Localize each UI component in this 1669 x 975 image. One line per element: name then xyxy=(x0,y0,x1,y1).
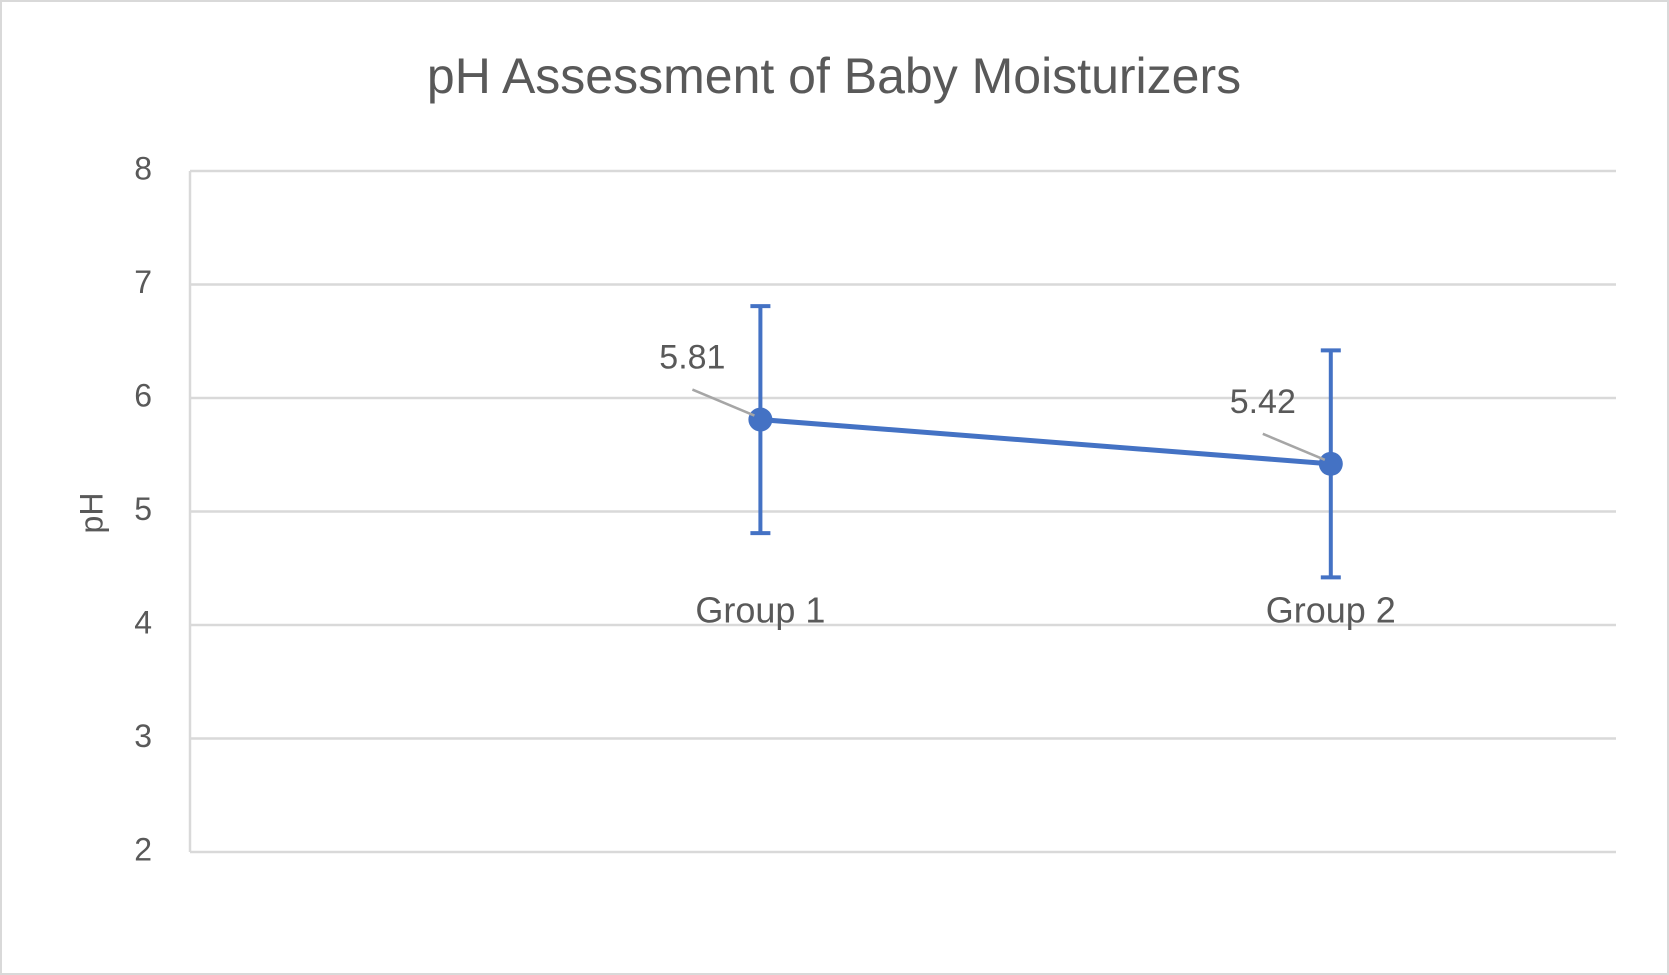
y-tick-label: 4 xyxy=(134,604,152,640)
y-tick-label: 7 xyxy=(134,264,152,300)
label-leader xyxy=(691,388,755,417)
data-label: 5.81 xyxy=(659,339,725,377)
x-tick-label: Group 2 xyxy=(1266,590,1396,631)
y-tick-label: 3 xyxy=(134,718,152,754)
y-axis-label: pH xyxy=(73,493,109,534)
label-leader xyxy=(1262,432,1326,461)
chart-title: pH Assessment of Baby Moisturizers xyxy=(427,48,1241,104)
x-tick-label: Group 1 xyxy=(695,590,825,631)
data-point xyxy=(748,407,773,432)
data-label: 5.42 xyxy=(1230,383,1296,421)
data-line xyxy=(760,417,1331,467)
y-tick-label: 6 xyxy=(134,377,152,413)
data-point xyxy=(1318,451,1343,476)
y-tick-label: 2 xyxy=(134,831,152,867)
y-tick-label: 5 xyxy=(134,491,152,527)
y-tick-label: 8 xyxy=(134,150,152,186)
